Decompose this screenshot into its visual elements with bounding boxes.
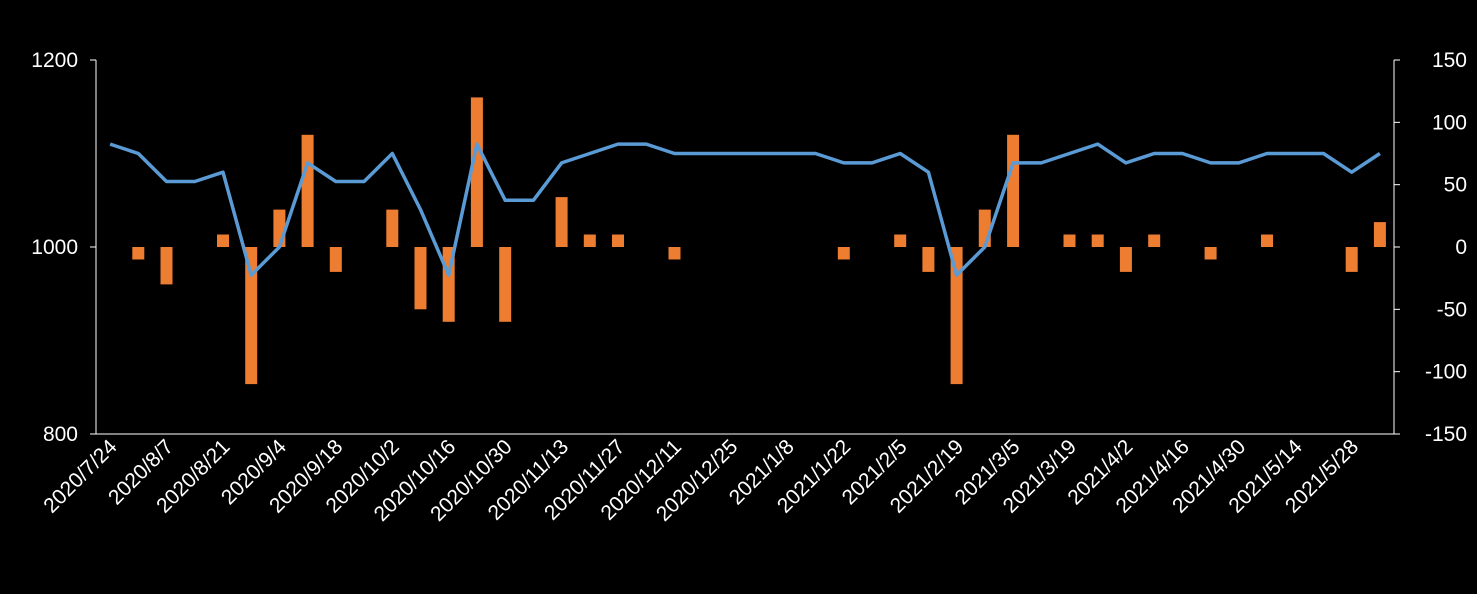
bar-2020/10/9 [414,247,427,310]
left-axis-ticks: 800 1000 1200 [31,49,96,446]
left-tick-label: 1000 [31,236,78,259]
bar-2021/4/9 [1148,234,1161,247]
right-tick-label: -50 [1437,298,1467,321]
bar-2021/5/7 [1261,234,1273,247]
right-tick-label: 50 [1444,174,1467,197]
bar-2020/9/11 [301,134,314,247]
bar-2021/2/26 [978,209,991,247]
bar-2021/3/5 [1007,134,1020,247]
bar-2020/9/4 [273,209,286,247]
bar-2021/3/26 [1091,234,1104,247]
bar-2020/8/21 [217,234,229,247]
x-tick-label: 2020/7/24 [39,435,122,518]
bar-2021/6/4 [1373,222,1386,247]
bar-2020/11/27 [612,234,624,247]
bar-2021/3/19 [1063,234,1076,247]
bar-2020/10/23 [470,97,483,248]
right-tick-label: 0 [1455,236,1467,259]
right-axis-ticks: -150 -100 -50 0 50 100 150 [1394,49,1467,446]
line-series [109,142,1381,277]
line-path [109,142,1381,277]
bar-series [132,97,1386,385]
bar-2020/8/7 [160,247,173,285]
bar-2020/7/31 [132,247,145,260]
bar-2021/4/23 [1204,247,1217,260]
bar-2020/10/30 [499,247,512,322]
bar-2021/2/19 [950,247,963,385]
bar-2020/10/2 [386,209,399,247]
bar-2021/2/12 [922,247,935,272]
right-tick-label: 150 [1432,49,1467,72]
left-tick-label: 1200 [31,49,78,72]
bar-2020/8/28 [245,247,258,385]
bar-2021/1/22 [837,247,850,260]
bar-2020/9/18 [329,247,342,272]
bar-2020/12/11 [668,247,681,260]
bar-2020/11/20 [583,234,596,247]
right-tick-label: 100 [1432,111,1467,134]
bar-2020/11/13 [555,197,568,247]
bar-2021/2/5 [894,234,907,247]
right-tick-label: -150 [1425,423,1467,446]
bar-2021/4/2 [1119,247,1132,272]
bar-2021/5/28 [1345,247,1358,272]
x-axis-ticks: 2020/7/242020/8/72020/8/212020/9/42020/9… [39,435,1363,526]
right-tick-label: -100 [1425,361,1467,384]
left-tick-label: 800 [43,423,78,446]
